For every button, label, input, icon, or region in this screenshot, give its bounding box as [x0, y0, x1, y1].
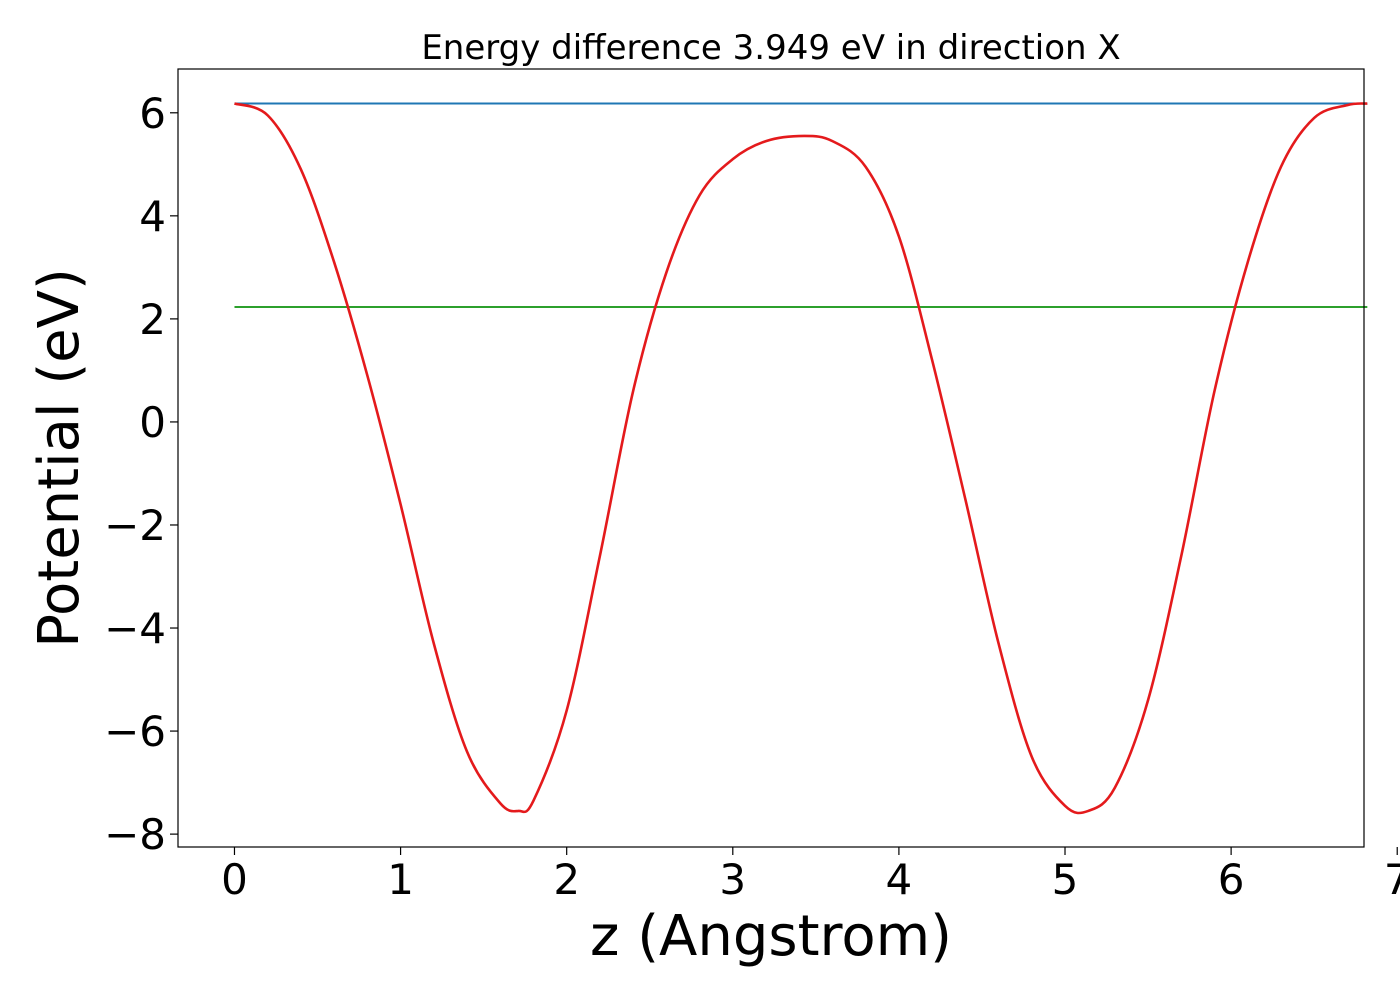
x-tick-label: 7 [1384, 855, 1400, 904]
x-tick-label: 6 [1218, 855, 1245, 904]
plot-frame [177, 68, 1365, 848]
potential-line [234, 102, 1368, 815]
y-axis-label: Potential (eV) [27, 268, 92, 648]
y-tick-label: 0 [139, 398, 166, 447]
x-tick-label: 1 [387, 855, 414, 904]
y-tick-label: −8 [104, 810, 166, 859]
x-axis-label: z (Angstrom) [590, 904, 952, 969]
x-tick-label: 2 [553, 855, 580, 904]
ticks-layer: 0 1 2 3 4 5 6 7 −8 −6 −4 −2 0 2 4 6 [104, 89, 1400, 904]
y-tick-label: −6 [104, 707, 166, 756]
y-tick-label: 6 [139, 89, 166, 138]
y-tick-label: 2 [139, 295, 166, 344]
x-tick-label: 5 [1052, 855, 1079, 904]
x-tick-label: 0 [221, 855, 248, 904]
chart-title: Energy difference 3.949 eV in direction … [421, 28, 1120, 68]
y-tick-label: −4 [104, 604, 166, 653]
y-tick-label: 4 [139, 192, 166, 241]
lines-layer [234, 102, 1368, 815]
x-tick-label: 3 [719, 855, 746, 904]
x-tick-label: 4 [886, 855, 913, 904]
y-tick-label: −2 [104, 501, 166, 550]
